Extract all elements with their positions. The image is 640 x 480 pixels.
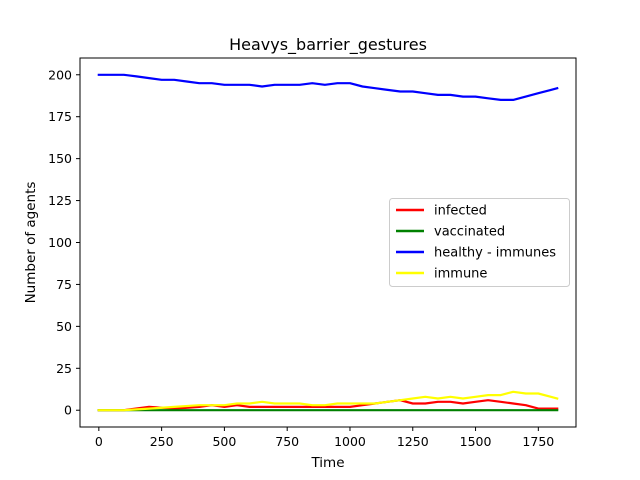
y-tick-label: 125: [48, 193, 72, 208]
y-tick-label: 175: [48, 109, 72, 124]
y-axis-ticks: 0 25 50 75 100 125 150 175 200: [48, 67, 80, 418]
x-tick-label: 1250: [397, 434, 429, 449]
x-tick-label: 1750: [522, 434, 554, 449]
x-tick-label: 500: [212, 434, 236, 449]
legend-label-3: immune: [434, 267, 487, 282]
x-tick-label: 750: [275, 434, 299, 449]
y-tick-label: 0: [64, 403, 72, 418]
series-line-3: [97, 390, 559, 412]
y-axis-label: Number of agents: [23, 182, 39, 304]
y-tick-label: 75: [56, 277, 72, 292]
y-tick-label: 150: [48, 151, 72, 166]
legend: infected vaccinated healthy - immunes immun…: [389, 198, 570, 287]
legend-box: [389, 198, 570, 287]
plot-lines: [97, 73, 559, 412]
y-tick-label: 100: [48, 235, 72, 250]
x-tick-label: 250: [150, 434, 174, 449]
chart-title: Heavys_barrier_gestures: [229, 35, 427, 55]
y-tick-label: 200: [48, 67, 72, 82]
legend-label-1: vaccinated: [434, 225, 505, 240]
x-tick-label: 1500: [460, 434, 492, 449]
y-tick-label: 50: [56, 319, 72, 334]
x-tick-label: 1000: [334, 434, 366, 449]
x-tick-label: 0: [95, 434, 103, 449]
series-line-2: [97, 73, 559, 102]
x-axis-label: Time: [310, 455, 344, 471]
legend-label-0: infected: [434, 204, 487, 219]
x-axis-ticks: 0 250 500 750 1000 1250 1500 1750: [95, 427, 554, 449]
y-tick-label: 25: [56, 361, 72, 376]
legend-label-2: healthy - immunes: [434, 246, 556, 261]
